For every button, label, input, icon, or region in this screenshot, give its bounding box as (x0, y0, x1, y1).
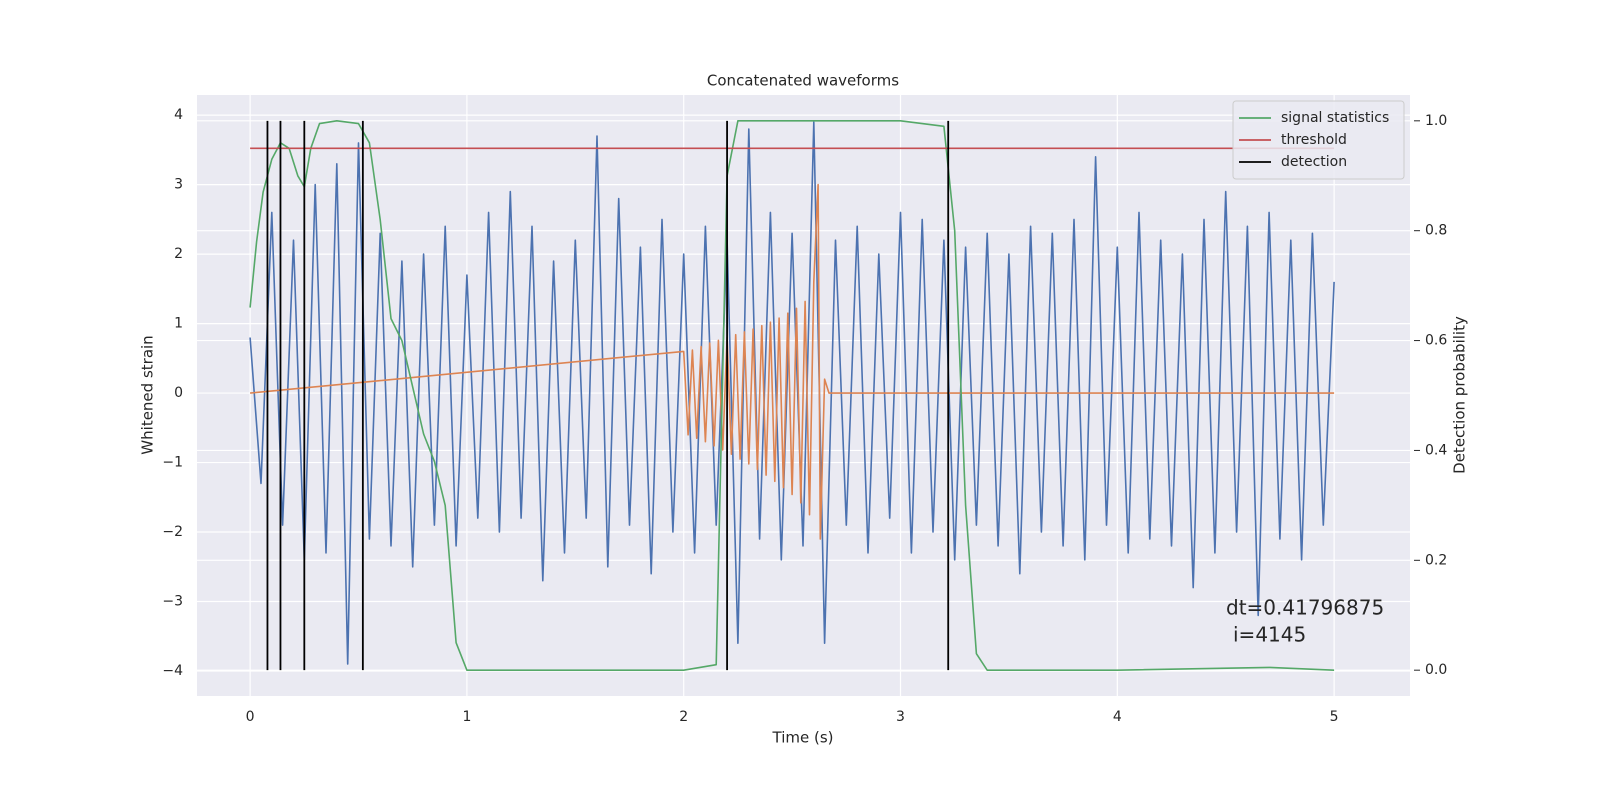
x-tick-label: 1 (462, 709, 471, 725)
legend-label: detection (1281, 154, 1347, 170)
series-line (249, 121, 1335, 665)
y-tick-label: 4 (174, 107, 183, 123)
y-tick-label: −4 (162, 663, 183, 679)
y2-tick-label: 0.6 (1425, 333, 1447, 349)
series-line (250, 183, 1335, 540)
y2-tick-label: 0.0 (1425, 662, 1447, 678)
x-tick-label: 0 (246, 709, 255, 725)
y2-tick-label: 1.0 (1425, 113, 1447, 129)
x-tick-label: 5 (1330, 709, 1339, 725)
x-tick-label: 2 (679, 709, 688, 725)
x-axis-label: Time (s) (772, 729, 834, 747)
x-tick-label: 3 (896, 709, 905, 725)
y-axis-label: Whitened strain (139, 335, 157, 454)
y2-axis-label: Detection probability (1451, 316, 1469, 474)
marks (249, 120, 1335, 671)
y-tick-label: 3 (174, 177, 183, 193)
legend-box (1232, 100, 1405, 180)
legend-label: signal statistics (1281, 110, 1389, 126)
y-tick-label: −1 (162, 455, 183, 471)
annotation: dt=0.41796875 (1226, 596, 1384, 620)
y-tick-label: 2 (174, 246, 183, 262)
y2-tick-label: 0.4 (1425, 442, 1447, 458)
y2-tick-label: 0.2 (1425, 552, 1447, 568)
legend-label: threshold (1281, 132, 1347, 148)
y2-tick-label: 0.8 (1425, 223, 1447, 239)
y-tick-label: −2 (162, 524, 183, 540)
y-tick-label: 1 (174, 316, 183, 332)
chart-title: Concatenated waveforms (707, 72, 899, 90)
y-tick-label: 0 (174, 385, 183, 401)
legend: signal statistics threshold detection (1232, 100, 1405, 180)
y-tick-label: −3 (162, 594, 183, 610)
x-tick-label: 4 (1113, 709, 1122, 725)
series-line (249, 120, 1335, 671)
annotation: i=4145 (1233, 623, 1306, 647)
